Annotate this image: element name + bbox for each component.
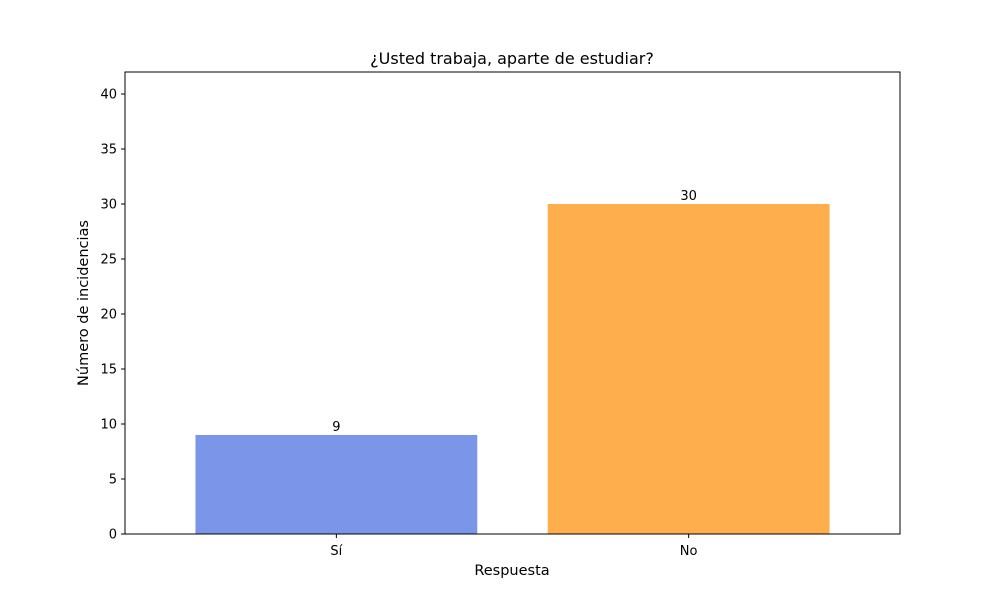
x-tick-label: Sí: [330, 544, 342, 559]
y-tick-label: 0: [109, 528, 117, 543]
y-tick-label: 35: [100, 143, 117, 158]
x-axis-ticks: Sí No: [330, 534, 698, 559]
y-axis-ticks: 0 5 10 15 20 25 30 35 40: [100, 88, 125, 543]
data-label: 9: [332, 420, 340, 435]
chart-title: ¿Usted trabaja, aparte de estudiar?: [370, 49, 654, 68]
data-label: 30: [680, 189, 697, 204]
y-tick-label: 30: [100, 198, 117, 213]
y-tick-label: 25: [100, 253, 117, 268]
plot-area-frame: [124, 71, 901, 535]
data-labels-group: 9 30: [332, 189, 697, 435]
y-tick-label: 10: [100, 418, 117, 433]
x-axis-label: Respuesta: [474, 563, 549, 579]
y-tick-label: 40: [100, 88, 117, 103]
x-tick-label: No: [680, 544, 698, 559]
bar-no: [547, 204, 830, 534]
y-tick-label: 15: [100, 363, 117, 378]
y-axis-label: Número de incidencias: [76, 220, 92, 386]
y-tick-label: 20: [100, 308, 117, 323]
bar-si: [195, 435, 478, 534]
bars-group: [195, 204, 830, 534]
y-tick-label: 5: [109, 473, 117, 488]
